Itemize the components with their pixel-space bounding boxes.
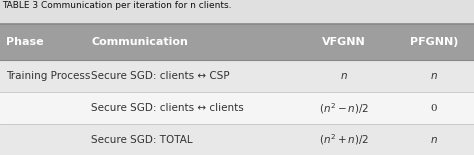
- Text: Training Process: Training Process: [6, 71, 90, 81]
- Text: $n$: $n$: [430, 135, 438, 145]
- Text: TABLE 3 Communication per iteration for n clients.: TABLE 3 Communication per iteration for …: [2, 1, 232, 10]
- Text: Secure SGD: clients ↔ clients: Secure SGD: clients ↔ clients: [91, 103, 244, 113]
- Text: Communication: Communication: [91, 37, 188, 47]
- Text: Phase: Phase: [6, 37, 43, 47]
- Text: PFGNN): PFGNN): [410, 37, 458, 47]
- Bar: [0, 124, 474, 155]
- Text: Secure SGD: TOTAL: Secure SGD: TOTAL: [91, 135, 193, 145]
- Text: $n$: $n$: [340, 71, 347, 81]
- Bar: [0, 60, 474, 92]
- Bar: [0, 92, 474, 124]
- Text: VFGNN: VFGNN: [322, 37, 365, 47]
- Text: $(n^2 - n)/2$: $(n^2 - n)/2$: [319, 101, 369, 115]
- Text: 0: 0: [430, 104, 437, 113]
- Bar: [0, 24, 474, 60]
- Text: Secure SGD: clients ↔ CSP: Secure SGD: clients ↔ CSP: [91, 71, 230, 81]
- Text: $n$: $n$: [430, 71, 438, 81]
- Text: $(n^2 + n)/2$: $(n^2 + n)/2$: [319, 133, 369, 147]
